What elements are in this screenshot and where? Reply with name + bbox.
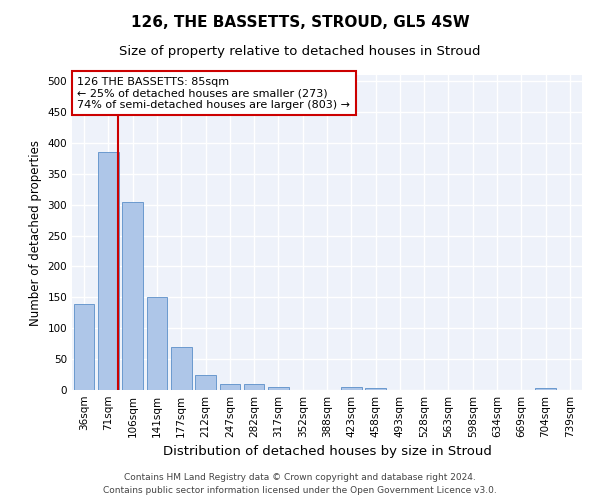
Bar bbox=[146, 298, 167, 390]
X-axis label: Distribution of detached houses by size in Stroud: Distribution of detached houses by size … bbox=[163, 446, 491, 458]
Text: Contains HM Land Registry data © Crown copyright and database right 2024.
Contai: Contains HM Land Registry data © Crown c… bbox=[103, 474, 497, 495]
Text: Size of property relative to detached houses in Stroud: Size of property relative to detached ho… bbox=[119, 45, 481, 58]
Bar bbox=[244, 384, 265, 390]
Bar bbox=[535, 388, 556, 390]
Text: 126, THE BASSETTS, STROUD, GL5 4SW: 126, THE BASSETTS, STROUD, GL5 4SW bbox=[131, 15, 469, 30]
Bar bbox=[220, 384, 240, 390]
Bar bbox=[268, 387, 289, 390]
Bar bbox=[365, 388, 386, 390]
Bar bbox=[171, 347, 191, 390]
Bar bbox=[98, 152, 119, 390]
Bar bbox=[122, 202, 143, 390]
Y-axis label: Number of detached properties: Number of detached properties bbox=[29, 140, 42, 326]
Bar bbox=[341, 387, 362, 390]
Bar bbox=[195, 374, 216, 390]
Text: 126 THE BASSETTS: 85sqm
← 25% of detached houses are smaller (273)
74% of semi-d: 126 THE BASSETTS: 85sqm ← 25% of detache… bbox=[77, 76, 350, 110]
Bar bbox=[74, 304, 94, 390]
